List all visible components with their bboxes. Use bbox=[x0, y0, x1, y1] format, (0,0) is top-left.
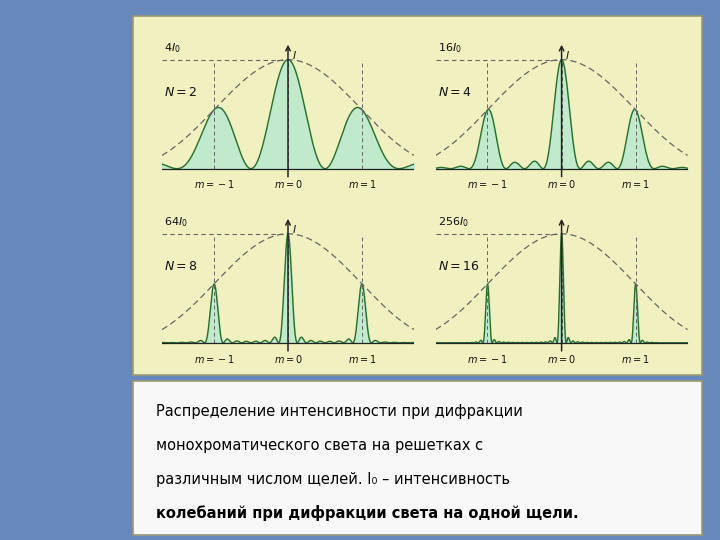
Text: монохроматического света на решетках с: монохроматического света на решетках с bbox=[156, 437, 483, 453]
Text: $I$: $I$ bbox=[292, 49, 297, 61]
Text: $64I_0$: $64I_0$ bbox=[164, 215, 188, 230]
Text: $m=0$: $m=0$ bbox=[274, 178, 302, 191]
Text: $m=1$: $m=1$ bbox=[621, 178, 650, 191]
Text: $m=-1$: $m=-1$ bbox=[194, 178, 234, 191]
Text: $N = 2$: $N = 2$ bbox=[164, 86, 197, 99]
Text: $I$: $I$ bbox=[292, 223, 297, 235]
Text: $N = 8$: $N = 8$ bbox=[164, 260, 198, 273]
Text: $I$: $I$ bbox=[565, 223, 570, 235]
Text: $m=1$: $m=1$ bbox=[348, 178, 377, 191]
Text: Распределение интенсивности при дифракции: Распределение интенсивности при дифракци… bbox=[156, 404, 523, 419]
Text: $m=-1$: $m=-1$ bbox=[194, 353, 234, 364]
Text: $N = 4$: $N = 4$ bbox=[438, 86, 472, 99]
Text: $m=0$: $m=0$ bbox=[274, 353, 302, 364]
Text: $16I_0$: $16I_0$ bbox=[438, 42, 462, 55]
Text: $m=-1$: $m=-1$ bbox=[467, 353, 508, 364]
Text: $m=0$: $m=0$ bbox=[547, 353, 576, 364]
Text: различным числом щелей. I₀ – интенсивность: различным числом щелей. I₀ – интенсивнос… bbox=[156, 471, 510, 487]
Text: $4I_0$: $4I_0$ bbox=[164, 42, 181, 55]
Text: $256I_0$: $256I_0$ bbox=[438, 215, 469, 230]
Text: $m=1$: $m=1$ bbox=[621, 353, 650, 364]
Text: $I$: $I$ bbox=[565, 49, 570, 61]
Text: $m=-1$: $m=-1$ bbox=[467, 178, 508, 191]
Text: $m=1$: $m=1$ bbox=[348, 353, 377, 364]
Text: $N = 16$: $N = 16$ bbox=[438, 260, 480, 273]
Text: $m=0$: $m=0$ bbox=[547, 178, 576, 191]
Text: колебаний при дифракции света на одной щели.: колебаний при дифракции света на одной щ… bbox=[156, 505, 579, 521]
